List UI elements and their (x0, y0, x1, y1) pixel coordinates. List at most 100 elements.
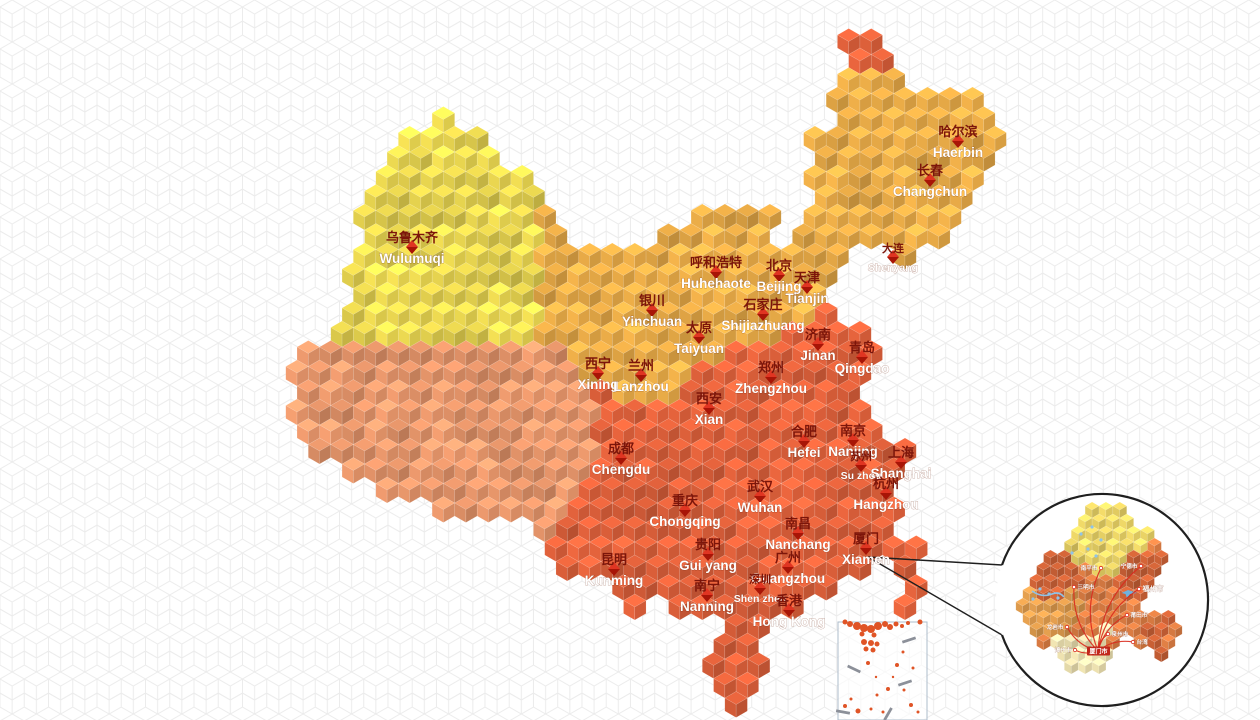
city-marker-icon (782, 560, 794, 567)
city-marker-icon (635, 368, 647, 375)
city-label-en: Hefei (787, 445, 820, 460)
city-label-zh: 成都 (608, 441, 634, 456)
inset-destination[interactable]: 南平市 (1081, 564, 1104, 572)
city-marker-icon (952, 134, 964, 141)
city-huhehaote[interactable]: 呼和浩特 Huhehaote (681, 255, 752, 291)
city-haerbin[interactable]: 哈尔滨 Haerbin (933, 124, 984, 160)
flight-line (1089, 567, 1102, 652)
city-label-zh: 太原 (685, 320, 712, 335)
inset-destination[interactable]: 三明市 (1071, 583, 1095, 591)
city-label-en: Shenyang (868, 262, 918, 274)
city-qingdao[interactable]: 青岛 Qingdao (834, 340, 890, 376)
flight-line (1073, 586, 1099, 652)
city-nanning[interactable]: 南宁 Nanning (680, 578, 735, 614)
island-dot (874, 675, 878, 679)
inset-destination[interactable]: 龙岩市 (1046, 623, 1070, 631)
city-xian[interactable]: 西安 Xian (694, 391, 724, 427)
city-changchun[interactable]: 长春 Changchun (893, 163, 968, 199)
city-marker-icon (710, 272, 722, 279)
destination-label: 台湾 (1137, 638, 1149, 646)
city-label-zh: 武汉 (747, 479, 774, 494)
city-label-en: Hong Kong (753, 614, 826, 629)
island-dot (870, 647, 876, 653)
city-label-en: Xian (695, 412, 724, 427)
city-label-en: Haerbin (933, 145, 983, 160)
city-su-zhou[interactable]: 苏州 Su zhou (840, 449, 882, 482)
destination-dot (1071, 584, 1077, 590)
city-chongqing[interactable]: 重庆 Chongqing (649, 493, 721, 529)
city-shanghai[interactable]: 上海 Shanghai (870, 445, 932, 481)
city-shijiazhuang[interactable]: 石家庄 Shijiazhuang (721, 297, 805, 333)
city-kunming[interactable]: 昆明 Kunming (584, 552, 644, 588)
city-label-en: Beijing (756, 279, 801, 294)
city-marker-icon (754, 489, 766, 496)
inset-destination[interactable]: 漳州市 (1055, 646, 1078, 654)
island-dot (874, 622, 882, 630)
inset-destination[interactable]: 福州市 (1136, 584, 1164, 593)
inset-destination[interactable]: 莆田市 (1124, 611, 1148, 619)
water-dot (1094, 554, 1098, 558)
island-dot (893, 621, 899, 627)
inset-destination[interactable]: 台湾 (1130, 638, 1149, 646)
city-wuhan[interactable]: 武汉 Wuhan (737, 479, 783, 515)
island-dot (906, 621, 910, 625)
city-label-zh: 重庆 (672, 493, 698, 508)
city-label-en: Kunming (585, 573, 644, 588)
city-marker-icon (887, 250, 899, 257)
city-label-en: Jinan (800, 348, 835, 363)
city-marker-icon (773, 275, 785, 282)
city-yinchuan[interactable]: 银川 Yinchuan (622, 293, 683, 329)
city-hangzhou[interactable]: 杭州 Hangzhou (853, 476, 919, 512)
destination-label: 漳州市 (1055, 646, 1072, 654)
city-gui-yang[interactable]: 贵阳 Gui yang (679, 537, 737, 573)
city-label-en: Xining (577, 377, 618, 392)
inset-destination[interactable]: 泉州市 (1105, 630, 1129, 638)
city-hong-kong[interactable]: 香港 Hong Kong (752, 593, 826, 629)
city-label-en: Yinchuan (622, 314, 682, 329)
city-label-zh: 深圳 (749, 572, 771, 586)
city-marker-icon (847, 440, 859, 447)
boundary-dash (897, 679, 913, 687)
city-beijing[interactable]: 北京 Beijing (756, 258, 802, 294)
city-label-en: Shanghai (871, 466, 932, 481)
city-jinan[interactable]: 济南 Jinan (800, 327, 836, 363)
city-marker-icon (782, 567, 794, 574)
city-label-zh: 长春 (917, 163, 944, 178)
city-tianjin[interactable]: 天津 Tianjin (785, 270, 829, 306)
city-guangzhou[interactable]: 广州 Guangzhou (751, 550, 826, 586)
city-marker-icon (693, 330, 705, 337)
river-line (1031, 590, 1065, 598)
island-dot (901, 650, 905, 654)
city-marker-icon (792, 533, 804, 540)
city-marker-icon (801, 280, 813, 287)
city-marker-icon (703, 408, 715, 415)
inset-destination[interactable]: 宁德市 (1121, 562, 1144, 570)
city-label-en: Shijiazhuang (721, 318, 804, 333)
city-nanjing[interactable]: 南京 Nanjing (828, 423, 878, 459)
water-dot (1031, 597, 1035, 601)
city-zhengzhou[interactable]: 郑州 Zhengzhou (735, 360, 808, 396)
south-china-sea-inset (835, 619, 928, 720)
city-shen-zhen[interactable]: 深圳 Shen zhen (733, 572, 787, 605)
city-chengdu[interactable]: 成都 Chengdu (591, 441, 651, 477)
city-hefei[interactable]: 合肥 Hefei (787, 424, 821, 460)
city-label-zh: 南宁 (694, 578, 720, 593)
city-taiyuan[interactable]: 太原 Taiyuan (674, 320, 725, 356)
city-marker-icon (693, 337, 705, 344)
city-lanzhou[interactable]: 兰州 Lanzhou (613, 358, 669, 394)
city-label-zh: 厦门 (853, 531, 879, 546)
city-wulumuqi[interactable]: 乌鲁木齐 Wulumuqi (379, 230, 445, 266)
island-dot (895, 663, 899, 667)
city-label-zh: 昆明 (601, 552, 627, 567)
city-nanchang[interactable]: 南昌 Nanchang (765, 516, 831, 552)
destination-dot (1064, 624, 1070, 630)
city-marker-icon (646, 303, 658, 310)
city-shenyang[interactable]: 大连 Shenyang (868, 241, 919, 274)
city-xiamen[interactable]: 厦门 Xiamen (842, 531, 891, 567)
island-dot (842, 619, 848, 625)
island-dot (847, 621, 853, 627)
city-xining[interactable]: 西宁 Xining (577, 356, 619, 392)
inset-hub-xiamen[interactable]: 厦门市 (1087, 646, 1110, 656)
city-marker-icon (880, 486, 892, 493)
city-marker-icon (754, 496, 766, 503)
